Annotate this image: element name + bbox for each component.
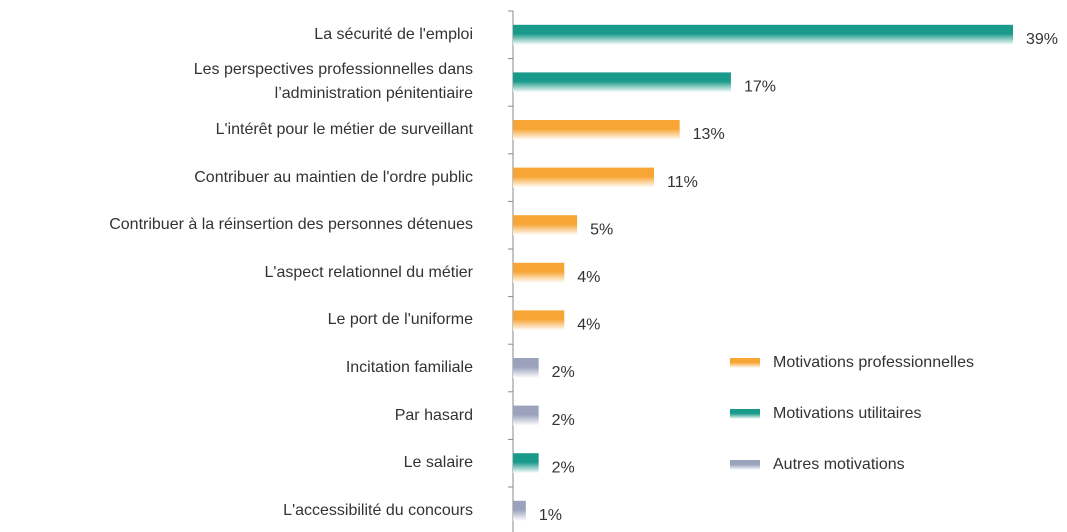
value-label: 17%	[744, 79, 776, 96]
legend-swatch	[730, 409, 760, 419]
legend-swatch	[730, 358, 760, 368]
category-label: L'intérêt pour le métier de surveillant	[215, 121, 473, 138]
category-label: Contribuer à la réinsertion des personne…	[109, 216, 473, 234]
value-label: 5%	[590, 221, 613, 238]
bar	[513, 405, 539, 426]
legend-swatch	[730, 460, 760, 470]
category-label: Le salaire	[403, 454, 473, 472]
value-label: 2%	[552, 459, 575, 476]
bar	[513, 120, 680, 140]
category-label: Incitation familiale	[345, 359, 473, 376]
bar	[513, 262, 565, 283]
value-label: 1%	[539, 507, 562, 524]
bar	[513, 453, 539, 474]
legend-label: Autres motivations	[773, 456, 905, 473]
category-label: Les perspectives professionnelles dans l…	[193, 61, 473, 103]
bar	[513, 500, 526, 521]
value-label: 13%	[693, 126, 725, 143]
value-label: 4%	[577, 317, 600, 334]
bar	[513, 215, 578, 236]
category-label: L'accessibilité du concours	[283, 501, 473, 519]
bar	[513, 358, 539, 378]
value-label: 39%	[1026, 31, 1058, 48]
bar	[513, 72, 731, 93]
bar	[513, 310, 565, 331]
category-label: Par hasard	[394, 406, 473, 424]
category-label: L'aspect relationnel du métier	[264, 263, 473, 281]
value-label: 2%	[552, 412, 575, 429]
value-label: 11%	[667, 174, 698, 191]
category-label: La sécurité de l'emploi	[314, 25, 473, 43]
category-label: Le port de l'uniforme	[327, 311, 473, 329]
legend-label: Motivations professionnelles	[773, 354, 974, 371]
value-label: 4%	[577, 269, 600, 286]
value-label: 2%	[552, 364, 575, 381]
bar	[513, 167, 655, 188]
legend-label: Motivations utilitaires	[773, 405, 922, 422]
category-label: Contribuer au maintien de l'ordre public	[194, 168, 473, 186]
bar	[513, 24, 1013, 45]
